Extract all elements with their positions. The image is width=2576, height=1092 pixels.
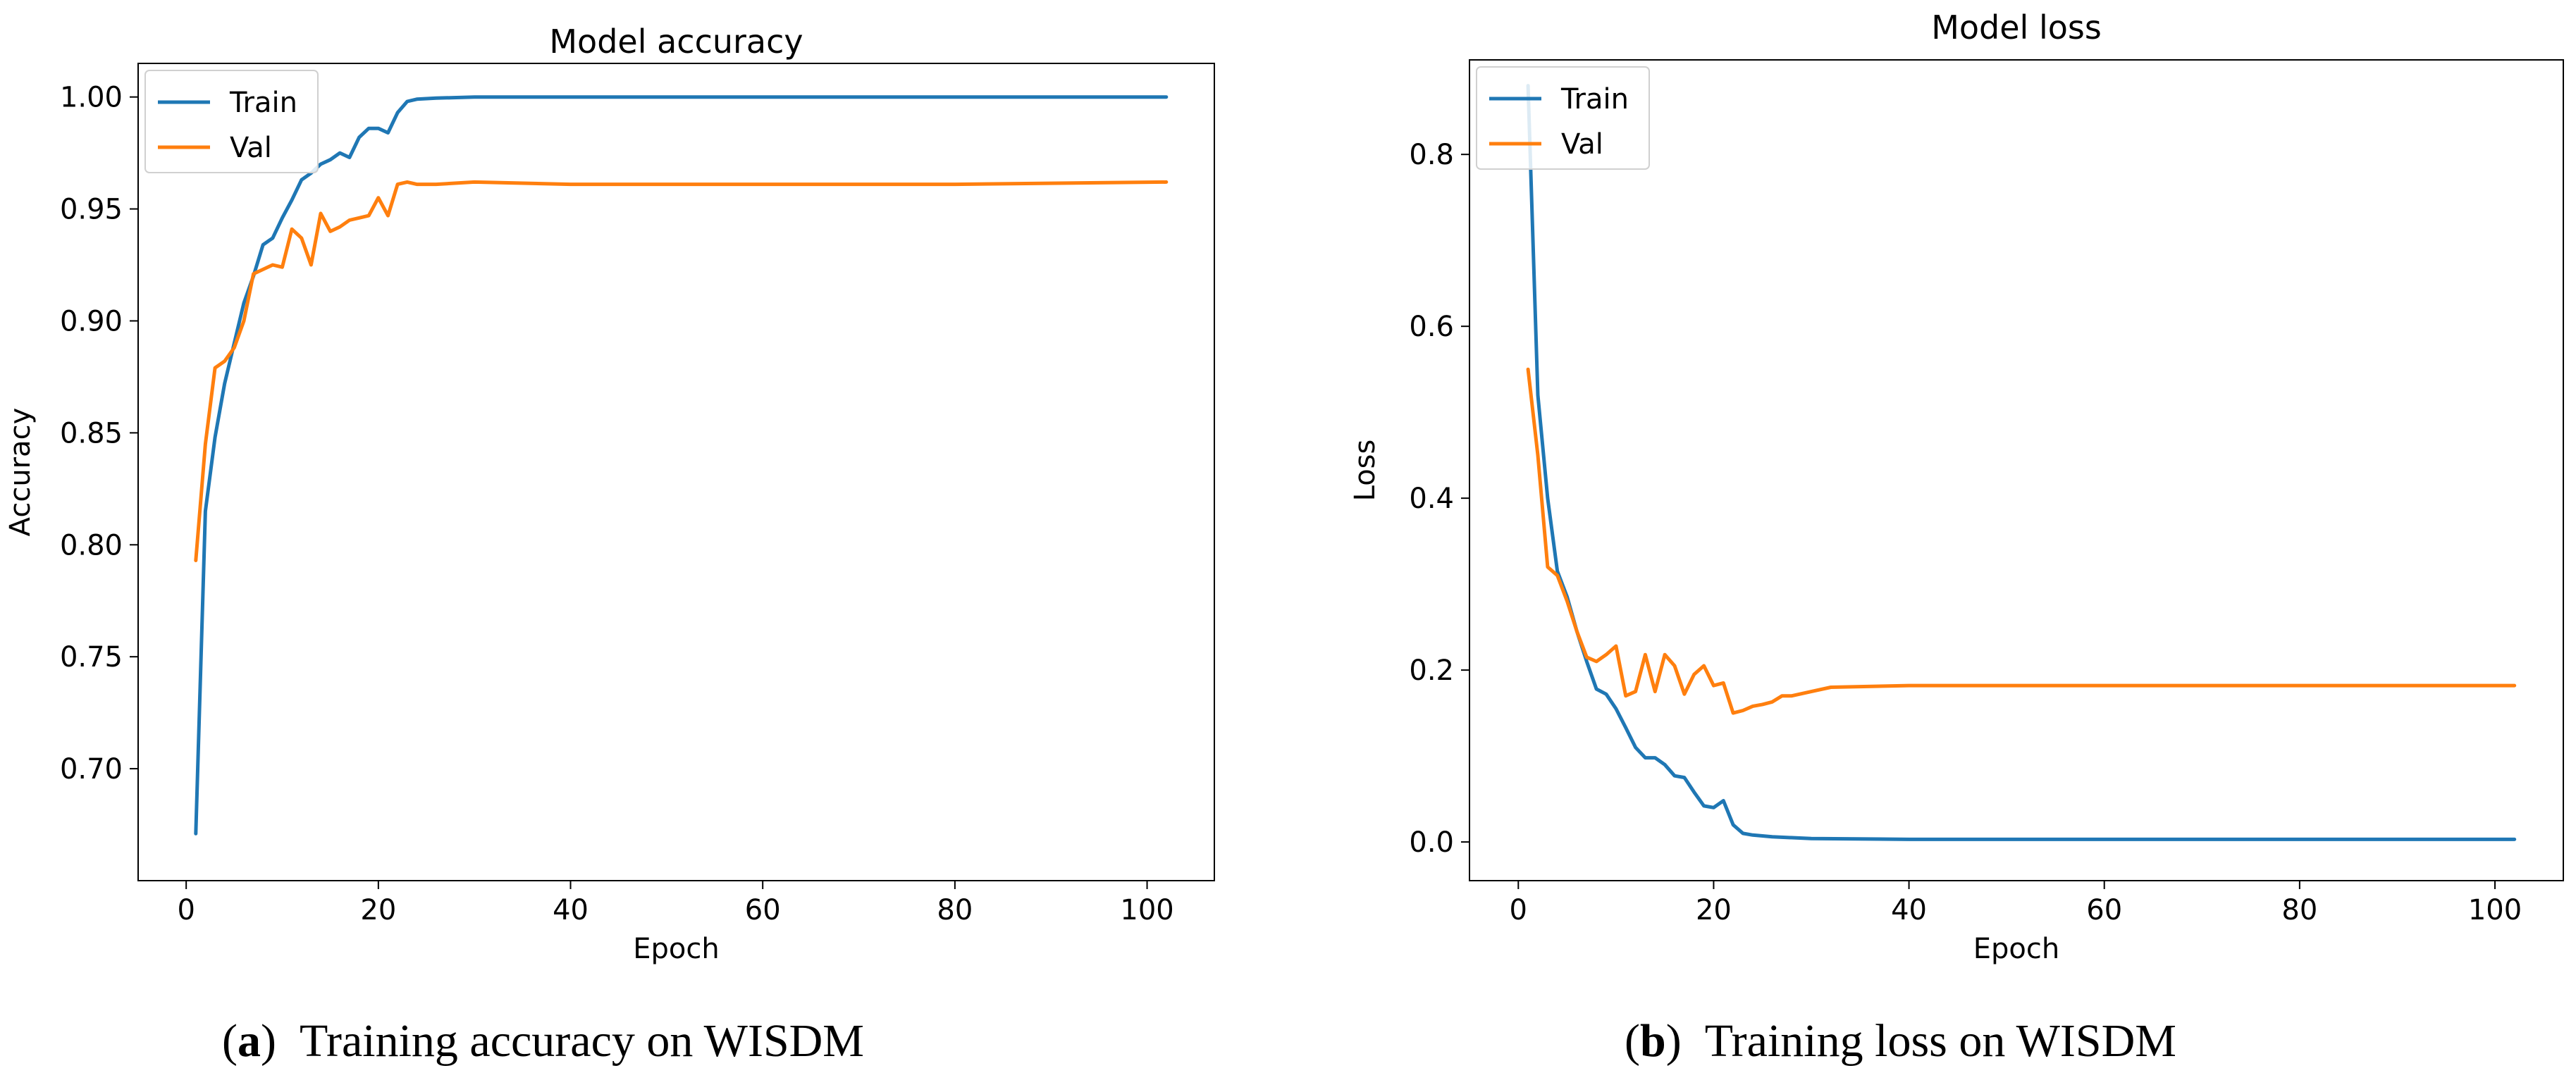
axes-frame	[137, 63, 1215, 881]
caption-a-label: a	[237, 1015, 261, 1067]
x-tick-label: 0	[177, 894, 195, 926]
x-axis-label: Epoch	[633, 933, 719, 965]
caption-b-label: b	[1639, 1015, 1666, 1067]
x-tick-label: 60	[745, 894, 781, 926]
x-tick-label: 80	[2281, 894, 2317, 926]
caption-a: (a) Training accuracy on WISDM	[222, 1015, 864, 1067]
chart-1: Model accuracy 0 20 40 60 80 100 0.70 0.75 0.80 0.…	[4, 23, 1215, 965]
series-line-val	[194, 180, 1169, 562]
plot-area	[1526, 84, 2517, 841]
series-line-val	[1526, 367, 2517, 715]
y-tick-label: 0.6	[1409, 311, 1454, 343]
x-tick-label: 20	[1696, 894, 1732, 926]
y-axis-label: Accuracy	[4, 408, 37, 537]
x-tick-label: 100	[2468, 894, 2522, 926]
chart-2: Model loss 0 20 40 60 80 100 0.0 0.2 0.4 0.6 0.8 Epo…	[1349, 8, 2564, 965]
x-tick-label: 0	[1510, 894, 1527, 926]
caption-a-text: Training accuracy on WISDM	[299, 1015, 864, 1067]
legend-label-train: Train	[1560, 83, 1629, 116]
y-tick-label: 0.2	[1409, 654, 1454, 687]
y-tick-label: 0.85	[60, 417, 123, 449]
caption-b-text: Training loss on WISDM	[1704, 1015, 2176, 1067]
x-tick-label: 40	[1891, 894, 1927, 926]
y-tick-label: 0.95	[60, 194, 123, 226]
y-tick-label: 0.0	[1409, 826, 1454, 859]
chart-title: Model loss	[1931, 8, 2102, 46]
x-tick-label: 20	[360, 894, 396, 926]
y-tick-label: 0.75	[60, 641, 123, 674]
caption-b: (b) Training loss on WISDM	[1625, 1015, 2176, 1067]
x-tick-label: 40	[553, 894, 588, 926]
x-axis-label: Epoch	[1973, 933, 2059, 965]
series-line-train	[194, 95, 1169, 836]
legend-label-val: Val	[230, 132, 272, 164]
x-tick-label: 100	[1120, 894, 1173, 926]
y-axis-label: Loss	[1349, 440, 1381, 502]
y-tick-label: 0.70	[60, 753, 123, 786]
y-tick-label: 0.80	[60, 529, 123, 561]
x-tick-label: 80	[937, 894, 973, 926]
legend-label-train: Train	[229, 87, 297, 119]
legend-label-val: Val	[1561, 128, 1603, 161]
chart-title: Model accuracy	[549, 23, 803, 61]
x-tick-label: 60	[2086, 894, 2122, 926]
plot-area	[194, 95, 1169, 836]
axes-frame	[1469, 59, 2564, 881]
y-tick-label: 0.8	[1409, 139, 1454, 171]
series-line-train	[1526, 84, 2517, 841]
y-tick-label: 0.90	[60, 305, 123, 337]
y-tick-label: 1.00	[60, 82, 123, 114]
y-tick-label: 0.4	[1409, 483, 1454, 515]
